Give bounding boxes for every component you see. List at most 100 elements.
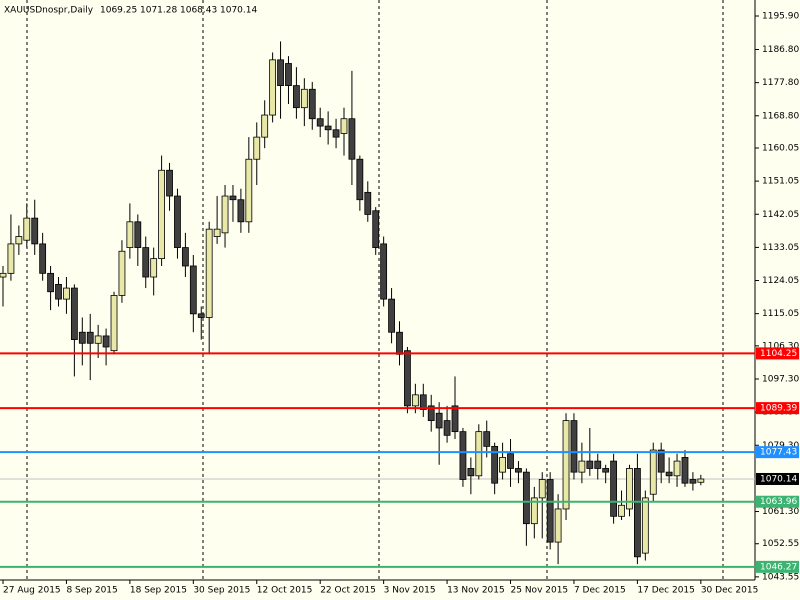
candle-body xyxy=(269,59,277,116)
candle-body xyxy=(277,59,284,86)
candle-body xyxy=(118,250,126,296)
x-tick-label: 3 Nov 2015 xyxy=(384,586,436,596)
ohlc-low: 1068.43 xyxy=(180,6,217,16)
candle-body xyxy=(641,497,649,554)
candle-body xyxy=(142,247,150,278)
level-label-bg xyxy=(756,347,799,360)
level-label: 1104.25 xyxy=(760,349,797,359)
candle-body xyxy=(7,243,15,274)
candle-body xyxy=(634,468,641,558)
candle-body xyxy=(673,460,681,477)
x-tick-label: 7 Dec 2015 xyxy=(574,586,626,596)
candle-body xyxy=(332,129,340,138)
x-tick-label: 30 Dec 2015 xyxy=(701,586,759,596)
x-tick-label: 8 Sep 2015 xyxy=(66,586,117,596)
candle-body xyxy=(293,85,300,109)
level-label: 1046.27 xyxy=(760,562,797,572)
candle-body xyxy=(681,457,689,484)
candle-body xyxy=(491,445,499,484)
candle-body xyxy=(181,247,189,267)
candle-body xyxy=(86,331,94,344)
y-tick-label: 1097.30 xyxy=(762,374,799,384)
ohlc-open: 1069.25 xyxy=(100,6,137,16)
ohlc-high: 1071.28 xyxy=(140,6,177,16)
x-tick-label: 18 Sep 2015 xyxy=(130,586,187,596)
current-price-label: 1070.14 xyxy=(760,474,797,484)
candle-body xyxy=(515,468,522,473)
y-tick-label: 1043.55 xyxy=(762,572,799,582)
candle-body xyxy=(451,405,459,433)
x-tick-label: 12 Oct 2015 xyxy=(257,586,313,596)
y-tick-label: 1151.05 xyxy=(762,177,799,187)
candle-body xyxy=(23,217,31,241)
current-price-bg xyxy=(756,472,799,485)
candle-body xyxy=(205,228,213,318)
candle-body xyxy=(562,420,570,510)
candle-body xyxy=(31,217,39,245)
candle-body xyxy=(78,331,86,344)
y-tick-label: 1177.80 xyxy=(762,78,799,88)
y-tick-label: 1168.80 xyxy=(762,111,799,121)
candle-body xyxy=(245,158,253,223)
candle-body xyxy=(467,468,475,477)
candle-body xyxy=(316,118,324,127)
candle-body xyxy=(308,88,316,120)
candle-body xyxy=(578,460,586,473)
y-tick-label: 1186.80 xyxy=(762,45,799,55)
y-tick-label: 1061.30 xyxy=(762,507,799,517)
x-tick-label: 17 Dec 2015 xyxy=(637,586,695,596)
candle-body xyxy=(55,283,62,300)
candle-body xyxy=(150,258,158,278)
candle-body xyxy=(618,504,625,517)
candle-body xyxy=(126,221,134,248)
candle-body xyxy=(475,431,483,477)
y-tick-label: 1133.05 xyxy=(762,243,799,253)
candle-body xyxy=(63,287,70,300)
candle-body xyxy=(538,479,546,499)
candle-body xyxy=(221,195,229,234)
candle-body xyxy=(372,210,380,248)
candle-body xyxy=(459,431,467,480)
x-tick-label: 22 Oct 2015 xyxy=(320,586,376,596)
y-tick-label: 1106.30 xyxy=(762,341,799,351)
x-tick-label: 27 Aug 2015 xyxy=(3,586,61,596)
candle-body xyxy=(229,195,237,201)
candle-body xyxy=(166,169,173,197)
y-tick-label: 1052.55 xyxy=(762,539,799,549)
candle-body xyxy=(134,221,142,248)
candle-body xyxy=(340,118,348,134)
candle-body xyxy=(213,228,221,237)
chart-title: XAUUSDnospr,Daily xyxy=(4,6,94,16)
level-label-bg xyxy=(756,402,799,415)
y-tick-label: 1124.05 xyxy=(762,276,799,286)
level-label: 1089.39 xyxy=(760,404,797,414)
candle-body xyxy=(300,88,308,109)
x-tick-label: 25 Nov 2015 xyxy=(511,586,569,596)
candle-body xyxy=(689,479,697,484)
ohlc-close: 1070.14 xyxy=(220,6,257,16)
x-tick-label: 13 Nov 2015 xyxy=(447,586,505,596)
candle-body xyxy=(610,460,618,517)
candle-body xyxy=(530,497,538,525)
candle-body xyxy=(94,335,102,344)
candle-body xyxy=(356,158,364,201)
candle-body xyxy=(586,460,594,469)
candle-body xyxy=(324,125,332,131)
y-tick-label: 1142.05 xyxy=(762,210,799,220)
candle-body xyxy=(649,449,657,495)
candle-body xyxy=(102,335,110,348)
level-label: 1077.43 xyxy=(760,448,797,458)
candle-body xyxy=(570,420,578,473)
candle-body xyxy=(411,394,419,407)
candle-body xyxy=(110,295,118,352)
candle-body xyxy=(388,298,395,333)
candle-body xyxy=(285,63,292,86)
candle-body xyxy=(70,287,78,341)
candle-body xyxy=(419,394,427,410)
candle-body xyxy=(554,508,562,543)
y-tick-label: 1160.05 xyxy=(762,143,799,153)
candle-body xyxy=(499,457,506,473)
candle-body xyxy=(522,471,530,525)
candle-body xyxy=(507,453,514,469)
